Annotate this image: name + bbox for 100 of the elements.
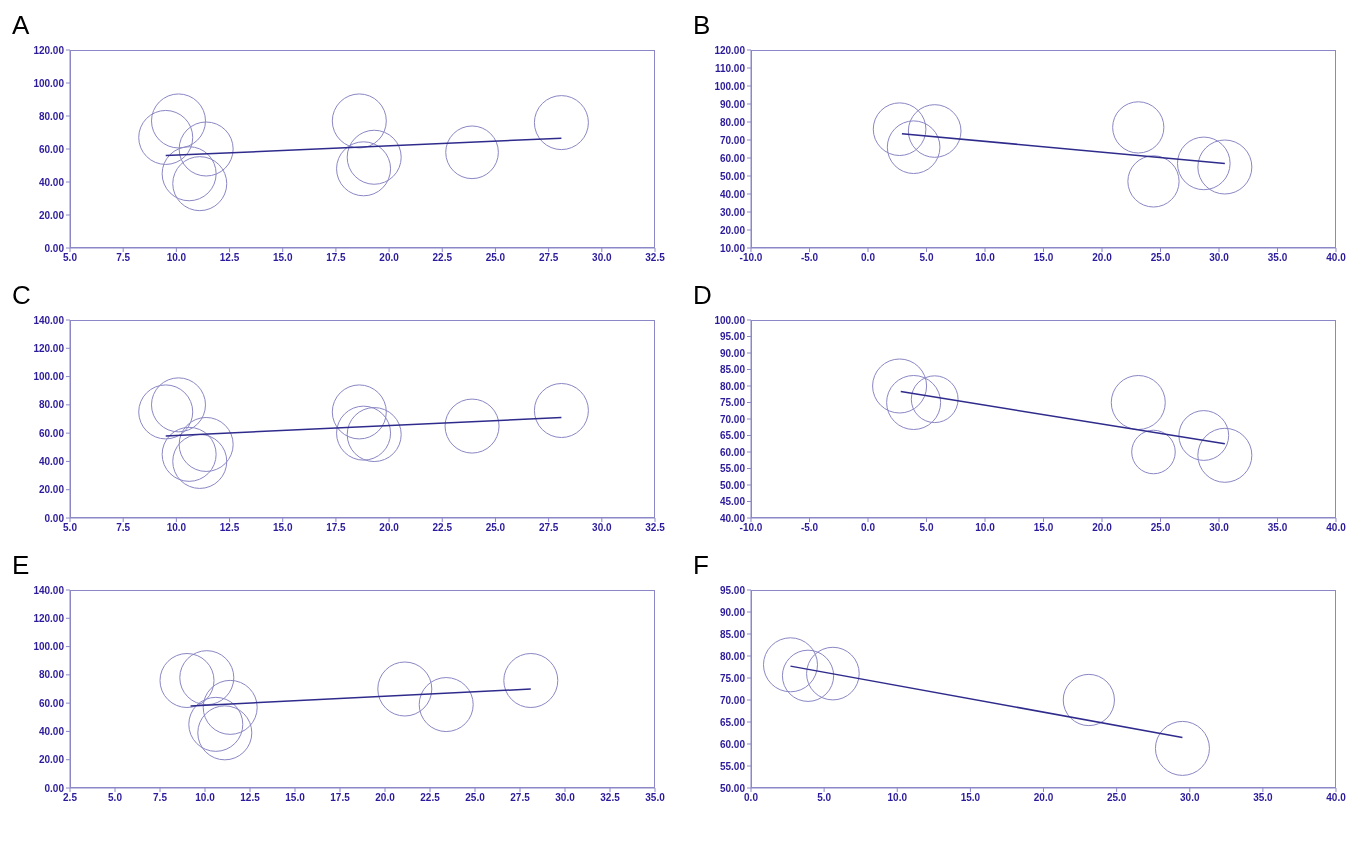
x-tick-label: 20.0 [379,522,400,534]
y-tick-label: 20.00 [719,224,746,236]
x-tick-label: 20.0 [375,792,396,804]
x-tick-label: 5.0 [63,252,78,264]
y-tick-label: 40.00 [719,512,746,524]
y-tick-label: 60.00 [719,738,746,750]
y-tick-label: 95.00 [719,584,746,596]
y-tick-label: 140.00 [33,314,65,326]
y-tick-label: 85.00 [719,628,746,640]
y-tick-label: 100.00 [714,80,746,92]
x-tick-label: 22.5 [432,522,453,534]
x-tick-label: 25.0 [1150,252,1171,264]
x-tick-label: 30.0 [555,792,576,804]
x-tick-label: 7.5 [116,522,131,534]
y-tick-label: 90.00 [719,606,746,618]
y-tick-label: 50.00 [719,782,746,794]
y-tick-label: 0.00 [44,242,65,254]
y-tick-label: 140.00 [33,584,65,596]
x-tick-label: 25.0 [485,252,506,264]
x-tick-label: 15.0 [272,522,293,534]
x-tick-label: 25.0 [485,522,506,534]
x-tick-label: 15.0 [960,792,981,804]
y-tick-label: 110.00 [714,62,746,74]
x-tick-label: 15.0 [1033,252,1054,264]
y-tick-label: 70.00 [719,694,746,706]
y-tick-label: 90.00 [719,98,746,110]
y-tick-label: 70.00 [719,413,746,425]
y-tick-label: 40.00 [38,455,65,467]
chart-title: F [692,549,710,582]
x-tick-label: 0.0 [744,792,759,804]
y-tick-label: 30.00 [719,206,746,218]
x-tick-label: 0.0 [861,522,876,534]
y-tick-label: 20.00 [38,484,65,496]
y-tick-label: 20.00 [38,754,65,766]
y-tick-label: 40.00 [719,188,746,200]
x-tick-label: 30.0 [1180,792,1200,804]
x-tick-label: 30.0 [592,522,612,534]
y-tick-label: 40.00 [38,176,65,188]
x-tick-label: 15.0 [272,252,293,264]
y-tick-label: 80.00 [719,650,746,662]
x-tick-label: -10.0 [739,522,763,534]
x-tick-label: 32.5 [600,792,621,804]
chart-title: B [692,9,712,42]
y-tick-label: 75.00 [719,397,746,409]
x-tick-label: 10.0 [195,792,216,804]
chart-title: D [692,279,713,312]
x-tick-label: 15.0 [285,792,306,804]
y-tick-label: 20.00 [38,209,65,221]
x-tick-label: 27.5 [510,792,531,804]
y-tick-label: 80.00 [38,399,65,411]
x-tick-label: 12.5 [219,522,240,534]
x-tick-label: 40.0 [1326,522,1347,534]
chart-title: E [11,549,31,582]
x-tick-label: 7.5 [116,252,131,264]
x-tick-label: 25.0 [1106,792,1127,804]
x-tick-label: 17.5 [326,522,347,534]
x-tick-label: 10.0 [166,252,187,264]
x-tick-label: 5.0 [63,522,78,534]
x-tick-label: 40.0 [1326,252,1347,264]
x-tick-label: 10.0 [166,522,187,534]
y-tick-label: 60.00 [38,143,65,155]
x-tick-label: 5.0 [919,522,934,534]
x-tick-label: 35.0 [1253,792,1274,804]
x-tick-label: 15.0 [1033,522,1054,534]
y-tick-label: 80.00 [38,669,65,681]
y-tick-label: 80.00 [719,380,746,392]
x-tick-label: 10.0 [975,252,996,264]
x-tick-label: 10.0 [975,522,996,534]
y-tick-label: 80.00 [719,116,746,128]
y-tick-label: 120.00 [33,44,65,56]
y-tick-label: 40.00 [38,725,65,737]
x-tick-label: 7.5 [153,792,168,804]
x-tick-label: 12.5 [240,792,261,804]
y-tick-label: 50.00 [719,479,746,491]
x-tick-label: 12.5 [219,252,240,264]
x-tick-label: 5.0 [817,792,832,804]
x-tick-label: 40.0 [1326,792,1347,804]
y-tick-label: 60.00 [38,697,65,709]
x-tick-label: 5.0 [108,792,123,804]
x-tick-label: 35.0 [1267,522,1288,534]
x-tick-label: -5.0 [800,252,819,264]
x-tick-label: 27.5 [538,252,559,264]
x-tick-label: 30.0 [592,252,612,264]
y-tick-label: 100.00 [33,371,65,383]
y-tick-label: 0.00 [44,782,65,794]
x-tick-label: 17.5 [326,252,347,264]
y-tick-label: 100.00 [714,314,746,326]
x-tick-label: 17.5 [330,792,351,804]
x-tick-label: 20.0 [1092,252,1113,264]
chart-title: A [11,9,31,42]
y-tick-label: 120.00 [33,342,65,354]
y-tick-label: 75.00 [719,672,746,684]
chart-title: C [11,279,32,312]
x-tick-label: 0.0 [861,252,876,264]
x-tick-label: 5.0 [919,252,934,264]
x-tick-label: 30.0 [1209,252,1230,264]
x-tick-label: 20.0 [1033,792,1054,804]
x-tick-label: 35.0 [645,792,666,804]
x-tick-label: 25.0 [1150,522,1171,534]
x-tick-label: -10.0 [739,252,763,264]
